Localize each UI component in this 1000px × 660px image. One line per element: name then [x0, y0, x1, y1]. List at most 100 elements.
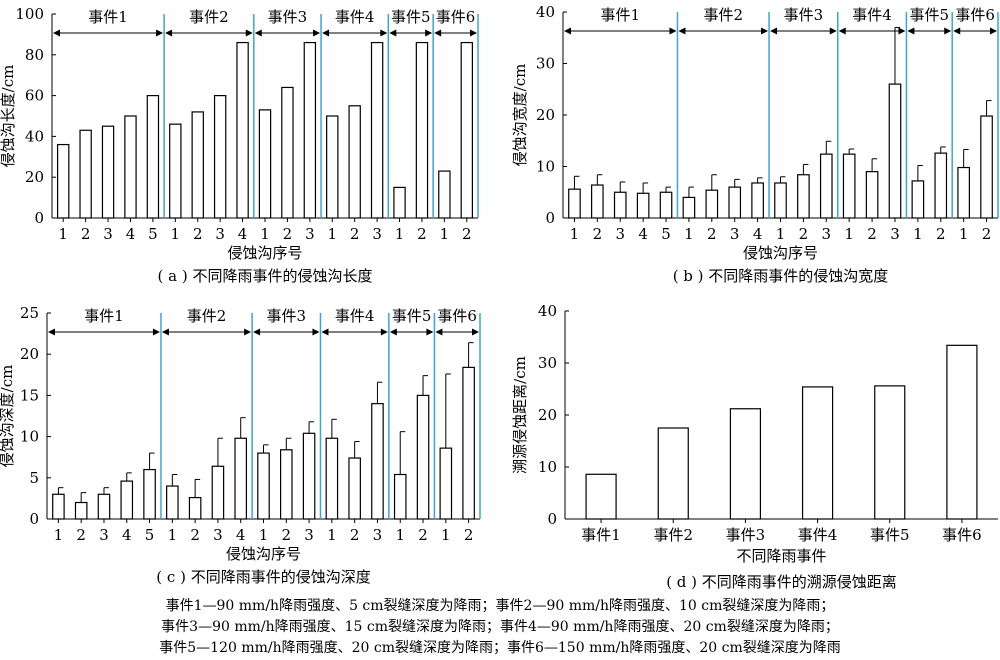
bar [143, 468, 156, 520]
bar [393, 473, 407, 520]
event-label: 事件2 [703, 6, 743, 24]
y-tick-label: 0 [34, 209, 44, 227]
arrow-head [898, 27, 906, 35]
x-tick-label: 2 [76, 526, 86, 544]
x-tick-label: 2 [707, 225, 717, 243]
bar [462, 366, 475, 520]
bar [865, 171, 879, 219]
x-tick-label: 1 [58, 225, 68, 243]
bar [303, 41, 317, 219]
x-tick-label: 3 [305, 225, 315, 243]
arrow-head [944, 27, 952, 35]
y-tick-label: 80 [25, 46, 44, 64]
bar [74, 501, 88, 520]
y-tick-label: 0 [545, 209, 555, 227]
event-label: 事件2 [189, 8, 229, 26]
arrow-head [470, 29, 477, 37]
x-tick-label: 2 [350, 225, 360, 243]
x-tick-label: 1 [570, 225, 580, 243]
bar [79, 129, 92, 219]
x-tick-label: 2 [193, 225, 203, 243]
bar [591, 184, 604, 219]
arrow-head [678, 27, 686, 35]
bar [120, 480, 134, 520]
x-tick-label: 事件1 [581, 526, 621, 544]
note-line: 事件1—90 mm/h降雨强度、5 cm裂缝深度为降雨；事件2—90 mm/h降… [165, 598, 835, 614]
arrow-head [161, 328, 169, 336]
x-tick-label: 5 [145, 526, 155, 544]
bar [636, 192, 650, 219]
bar [819, 153, 833, 219]
bar [191, 111, 204, 219]
y-tick-label: 10 [538, 458, 557, 476]
y-tick-label: 20 [20, 345, 39, 363]
bar [234, 437, 248, 520]
x-tick-label: 1 [327, 225, 337, 243]
x-tick-label: 1 [395, 526, 405, 544]
arrow-head [53, 29, 60, 37]
bar [52, 493, 65, 520]
event-label: 事件5 [910, 6, 950, 24]
y-tick-label: 10 [20, 428, 39, 446]
event-label: 事件5 [391, 8, 431, 26]
x-tick-label: 2 [593, 225, 603, 243]
arrow-head [434, 29, 442, 37]
y-tick-label: 60 [25, 87, 44, 105]
x-tick-label: 4 [236, 526, 246, 544]
y-tick-label: 40 [536, 3, 555, 21]
bar [348, 457, 361, 520]
y-tick-label: 100 [15, 5, 44, 23]
x-tick-label: 1 [327, 526, 337, 544]
y-tick-label: 20 [538, 406, 557, 424]
bar [169, 123, 182, 219]
bar [257, 452, 270, 520]
y-tick-label: 40 [25, 127, 44, 145]
event-label: 事件3 [268, 8, 308, 26]
bar [888, 83, 902, 219]
x-tick-label: 3 [373, 526, 383, 544]
bar [801, 386, 834, 520]
event-label: 事件5 [392, 307, 432, 325]
arrow-head [322, 29, 330, 37]
bar [797, 174, 810, 219]
x-tick-label: 1 [395, 225, 405, 243]
event-label: 事件1 [88, 8, 128, 26]
x-tick-label: 5 [148, 225, 158, 243]
x-tick-label: 1 [684, 225, 694, 243]
bar [57, 143, 70, 219]
x-axis-label: 侵蚀沟序号 [743, 244, 818, 262]
bar [980, 115, 993, 219]
arrow-head [389, 328, 397, 336]
x-tick-label: 1 [168, 526, 178, 544]
event-label: 事件4 [335, 307, 375, 325]
x-tick-label: 3 [730, 225, 740, 243]
x-tick-label: 2 [283, 225, 293, 243]
note-line: 事件5—120 mm/h降雨强度、20 cm裂缝深度为降雨；事件6—150 mm… [159, 640, 841, 656]
arrow-head [829, 27, 837, 35]
bar [613, 191, 627, 219]
event-label: 事件3 [784, 6, 824, 24]
arrow-head [389, 29, 397, 37]
bar [682, 196, 696, 219]
bar [705, 189, 719, 219]
panel-caption: ( b ) 不同降雨事件的侵蚀沟宽度 [673, 267, 889, 285]
x-tick-label: 事件3 [726, 526, 766, 544]
bar [188, 496, 202, 520]
bar [657, 427, 689, 520]
bar [438, 170, 451, 219]
x-tick-label: 3 [822, 225, 832, 243]
bar [751, 182, 764, 219]
bar [842, 153, 856, 219]
bar [439, 447, 453, 520]
arrow-head [152, 328, 160, 336]
y-tick-label: 0 [29, 510, 39, 528]
bar [415, 41, 429, 219]
bar [166, 485, 179, 520]
x-tick-label: 2 [81, 225, 91, 243]
y-axis-label: 溯源侵蚀距离/cm [511, 356, 529, 474]
arrow-head [426, 328, 434, 336]
note-line: 事件3—90 mm/h降雨强度、15 cm裂缝深度为降雨；事件4—90 mm/h… [161, 619, 839, 635]
y-axis-label: 侵蚀沟宽度/cm [511, 64, 529, 167]
arrow-head [244, 328, 252, 336]
